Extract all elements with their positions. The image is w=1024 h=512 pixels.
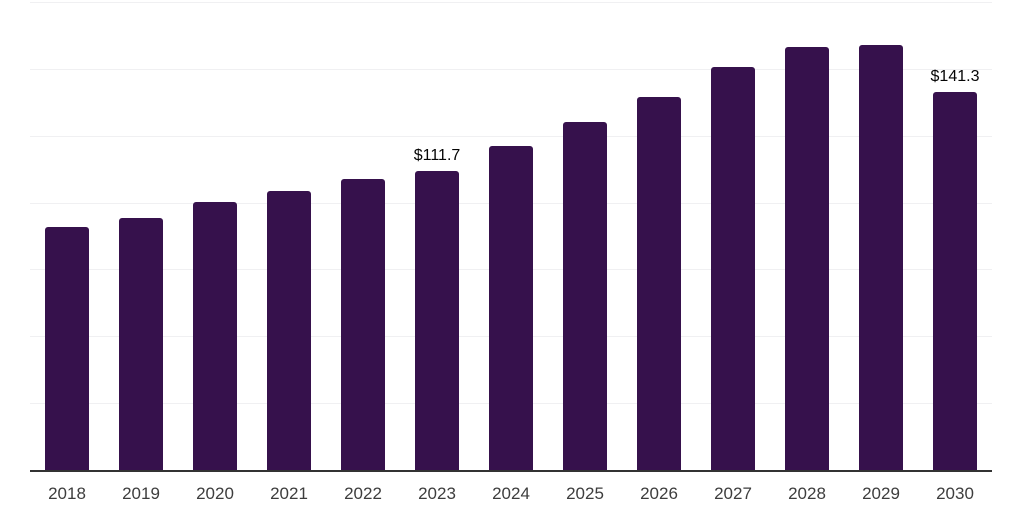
- bar-2020: [193, 201, 237, 470]
- bar-2025: [563, 121, 607, 470]
- x-tick-label-2028: 2028: [788, 484, 826, 503]
- bar-value-label-2023: $111.7: [413, 147, 461, 165]
- bar-2021: [267, 190, 311, 470]
- x-tick-label-2026: 2026: [640, 484, 678, 503]
- gridline: [30, 135, 992, 137]
- x-axis-line: [30, 470, 992, 472]
- bar-slot-2030: $141.3: [918, 2, 992, 470]
- bar-slot-2020: [178, 2, 252, 470]
- bar-slot-2029: [844, 2, 918, 470]
- bar-2030: [933, 92, 977, 470]
- bar-slot-2028: [770, 2, 844, 470]
- x-tick-label-2018: 2018: [48, 484, 86, 503]
- x-tick-label-2030: 2030: [936, 484, 974, 503]
- bar-slot-2018: [30, 2, 104, 470]
- x-tick-label-2027: 2027: [714, 484, 752, 503]
- bar-2022: [341, 178, 385, 470]
- bar-slot-2019: [104, 2, 178, 470]
- bar-slot-2027: [696, 2, 770, 470]
- gridline: [30, 2, 992, 3]
- bar-2018: [45, 226, 89, 470]
- bar-value-label-2030: $141.3: [930, 68, 980, 86]
- x-axis-labels: 2018 2019 2020 2021 2022 2023 2024 2025 2026 2027…: [30, 484, 992, 504]
- bar-2028: [785, 46, 829, 470]
- bar-2023: [415, 171, 459, 470]
- bar-slot-2025: [548, 2, 622, 470]
- x-tick-label-2023: 2023: [418, 484, 456, 503]
- bars: $111.7 $141.3: [30, 2, 992, 470]
- bar-2019: [119, 217, 163, 470]
- bar-slot-2021: [252, 2, 326, 470]
- bar-2024: [489, 146, 533, 470]
- x-tick-label-2024: 2024: [492, 484, 530, 503]
- bar-2026: [637, 96, 681, 470]
- bar-slot-2022: [326, 2, 400, 470]
- bar-2029: [859, 45, 903, 470]
- plot-area: $111.7 $141.3: [30, 2, 992, 470]
- bar-2027: [711, 67, 755, 470]
- x-tick-label-2019: 2019: [122, 484, 160, 503]
- bar-slot-2026: [622, 2, 696, 470]
- x-tick-label-2020: 2020: [196, 484, 234, 503]
- x-tick-label-2025: 2025: [566, 484, 604, 503]
- x-tick-label-2029: 2029: [862, 484, 900, 503]
- bar-slot-2024: [474, 2, 548, 470]
- bar-slot-2023: $111.7: [400, 2, 474, 470]
- gridline: [30, 68, 992, 70]
- x-tick-label-2021: 2021: [270, 484, 308, 503]
- x-tick-label-2022: 2022: [344, 484, 382, 503]
